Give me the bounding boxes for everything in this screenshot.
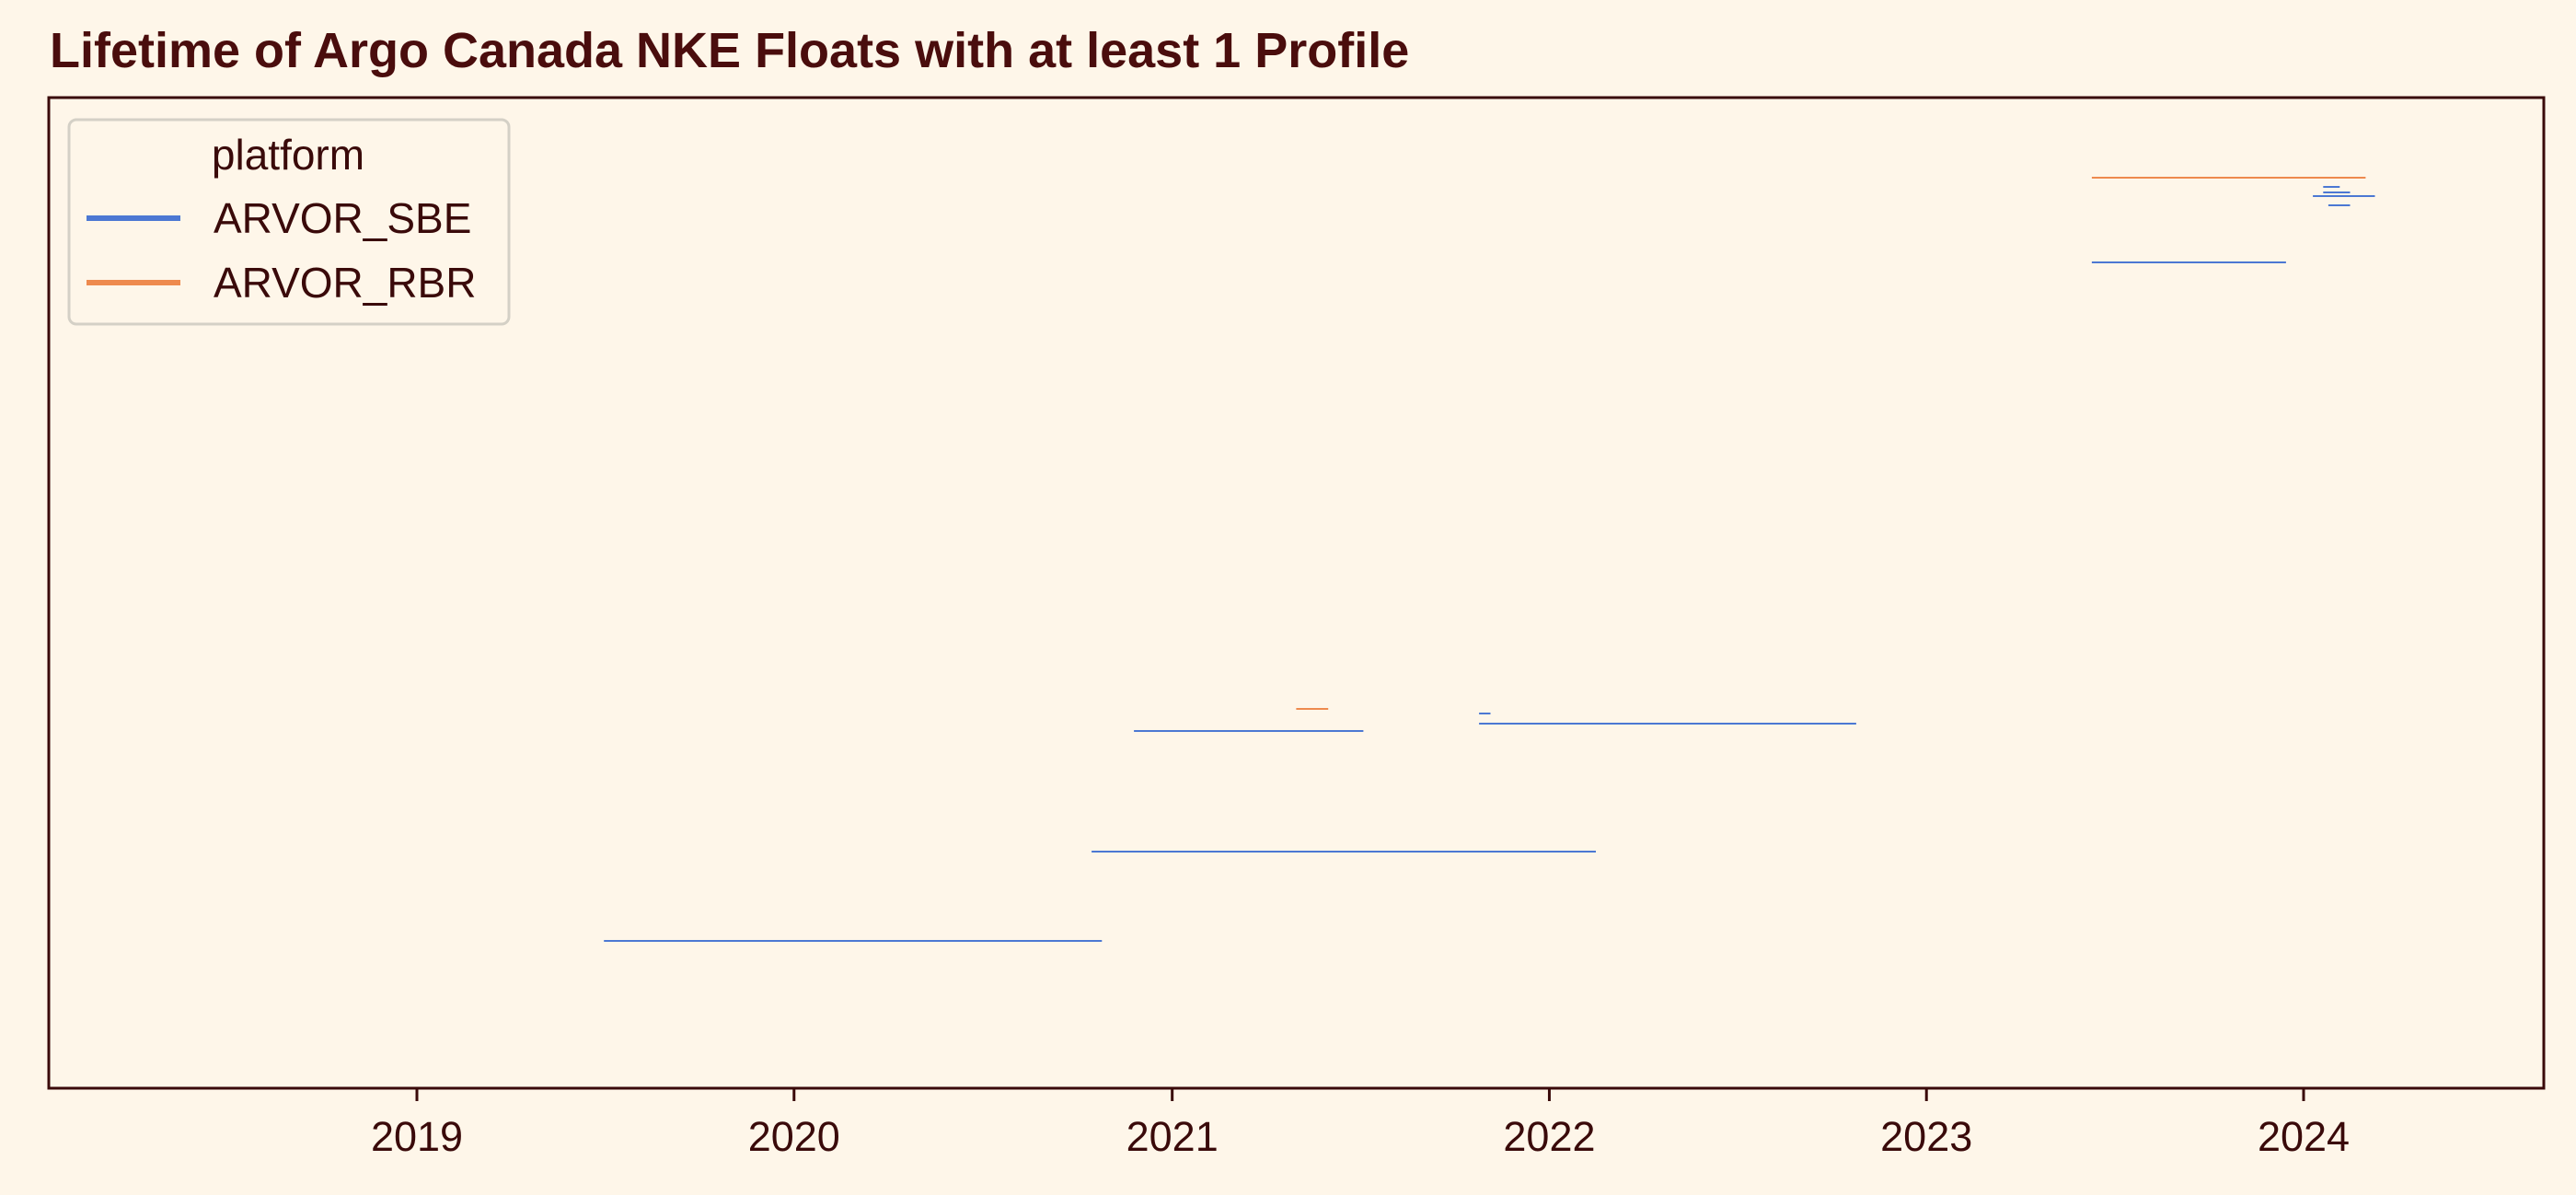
segments-layer xyxy=(604,177,2375,942)
legend-box xyxy=(67,118,511,326)
x-tick-label-2024: 2024 xyxy=(2258,1113,2350,1160)
x-axis: 2019 2020 2021 2022 2023 2024 xyxy=(371,1088,2350,1160)
legend: platform ARVOR_SBE ARVOR_RBR xyxy=(67,118,511,326)
x-tick-label-2022: 2022 xyxy=(1503,1113,1595,1160)
legend-entries: ARVOR_SBE ARVOR_RBR xyxy=(87,194,476,307)
legend-label-arvor-rbr: ARVOR_RBR xyxy=(214,259,476,307)
plot-frame xyxy=(47,96,2546,1090)
legend-title: platform xyxy=(212,131,364,179)
x-tick-label-2023: 2023 xyxy=(1880,1113,1972,1160)
x-tick-label-2019: 2019 xyxy=(371,1113,463,1160)
legend-label-arvor-sbe: ARVOR_SBE xyxy=(214,194,471,242)
chart-title: Lifetime of Argo Canada NKE Floats with … xyxy=(50,23,1410,78)
x-tick-label-2021: 2021 xyxy=(1126,1113,1219,1160)
x-tick-label-2020: 2020 xyxy=(748,1113,840,1160)
